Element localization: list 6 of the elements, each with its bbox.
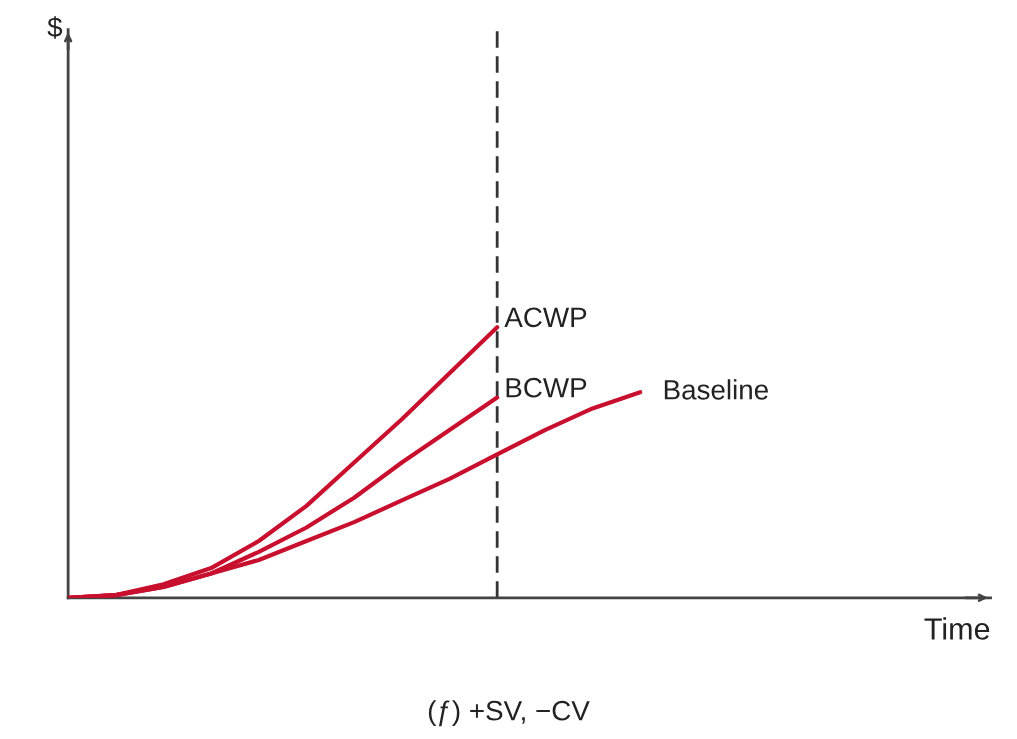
text: $	[47, 16, 63, 39]
series-label: BCWP	[506, 377, 587, 398]
series-label: Baseline	[664, 379, 768, 400]
x-axis-title: Time	[924, 617, 990, 640]
text: (ƒ) +SV, −CV	[428, 700, 590, 727]
series-label: ACWP	[504, 307, 587, 328]
